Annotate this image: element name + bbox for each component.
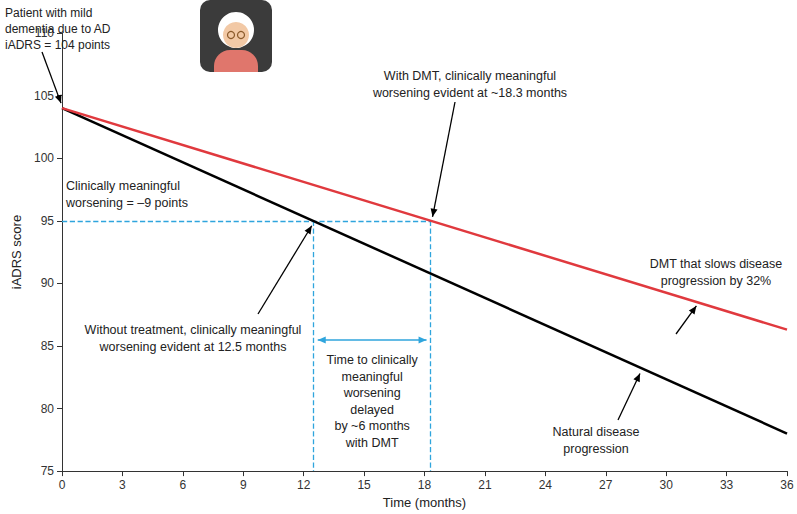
svg-text:Natural disease: Natural disease (553, 425, 640, 439)
svg-text:Clinically meaningful: Clinically meaningful (66, 179, 180, 193)
svg-text:9: 9 (240, 478, 247, 492)
svg-text:worsening evident at 12.5 mont: worsening evident at 12.5 months (99, 340, 287, 354)
svg-text:33: 33 (720, 478, 734, 492)
svg-text:Patient with mild: Patient with mild (5, 6, 92, 20)
svg-text:with DMT: with DMT (345, 436, 399, 450)
svg-text:15: 15 (357, 478, 371, 492)
svg-text:worsening = –9 points: worsening = –9 points (65, 196, 188, 210)
svg-text:6: 6 (179, 478, 186, 492)
svg-text:Time (months): Time (months) (383, 495, 466, 510)
svg-text:meaningful: meaningful (342, 370, 403, 384)
svg-text:18: 18 (418, 478, 432, 492)
svg-text:0: 0 (59, 478, 66, 492)
svg-text:80: 80 (41, 402, 55, 416)
svg-text:progression: progression (563, 442, 628, 456)
svg-text:21: 21 (478, 478, 492, 492)
svg-text:iADRS = 104 points: iADRS = 104 points (5, 38, 110, 52)
svg-text:95: 95 (41, 214, 55, 228)
svg-text:dementia due to AD: dementia due to AD (5, 22, 111, 36)
svg-text:90: 90 (41, 276, 55, 290)
svg-text:75: 75 (41, 464, 55, 478)
svg-text:3: 3 (119, 478, 126, 492)
svg-text:delayed: delayed (350, 403, 394, 417)
svg-text:30: 30 (659, 478, 673, 492)
svg-text:85: 85 (41, 339, 55, 353)
svg-text:by ~6 months: by ~6 months (334, 419, 409, 433)
svg-text:worsening evident at ~18.3 mon: worsening evident at ~18.3 months (372, 86, 567, 100)
svg-text:progression by 32%: progression by 32% (661, 274, 771, 288)
svg-text:DMT that slows disease: DMT that slows disease (650, 257, 783, 271)
svg-text:12: 12 (297, 478, 311, 492)
svg-text:iADRS score: iADRS score (9, 215, 24, 289)
svg-text:100: 100 (34, 151, 54, 165)
svg-text:27: 27 (599, 478, 613, 492)
svg-text:Without treatment, clinically: Without treatment, clinically meaningful (85, 323, 302, 337)
svg-text:With DMT, clinically meaningfu: With DMT, clinically meaningful (384, 69, 556, 83)
svg-text:105: 105 (34, 89, 54, 103)
svg-text:24: 24 (539, 478, 553, 492)
svg-text:36: 36 (780, 478, 794, 492)
svg-text:Time to clinically: Time to clinically (327, 353, 419, 367)
svg-text:worsening: worsening (343, 386, 401, 400)
